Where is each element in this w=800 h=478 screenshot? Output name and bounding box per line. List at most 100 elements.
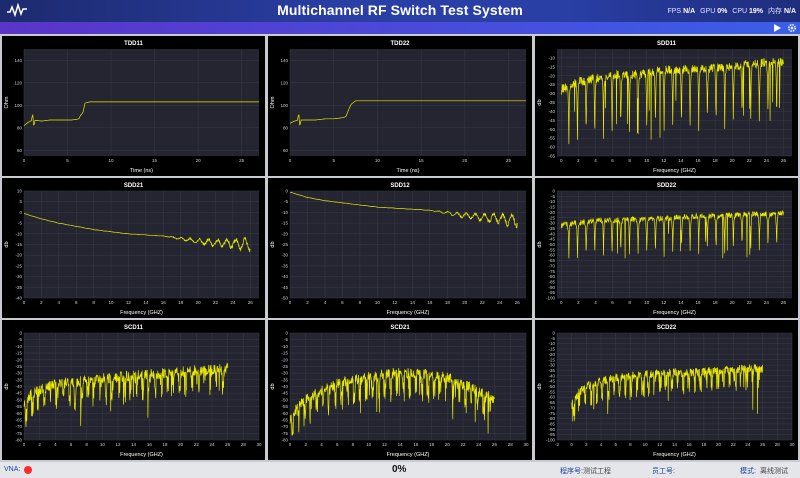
y-tick-label: 140 [14, 58, 22, 63]
y-tick-label: -5 [284, 337, 288, 342]
x-tick-label: 10 [643, 442, 649, 447]
y-tick-label: -5 [551, 336, 555, 341]
x-tick-label: 2 [577, 300, 580, 305]
y-tick-label: -80 [15, 438, 22, 443]
x-tick-label: 20 [462, 158, 468, 163]
x-tick-label: 26 [248, 300, 254, 305]
plot-area [290, 49, 526, 156]
x-tick-label: 22 [213, 300, 219, 305]
y-tick-label: -10 [548, 199, 555, 204]
y-tick-label: 0 [552, 189, 555, 194]
cpu-label: CPU [732, 8, 748, 15]
y-tick-label: -25 [548, 357, 555, 362]
y-tick-label: -100 [546, 438, 556, 443]
x-tick-label: 20 [196, 158, 202, 163]
play-icon[interactable] [772, 23, 782, 33]
y-tick-label: -20 [15, 357, 22, 362]
y-tick-label: -10 [548, 341, 555, 346]
y-tick-label: -10 [548, 55, 555, 60]
x-tick-label: 14 [678, 158, 684, 163]
fps-label: FPS [667, 8, 682, 15]
gear-icon[interactable] [787, 23, 797, 33]
x-axis-label: Time (ns) [130, 168, 153, 174]
x-tick-label: 2 [585, 442, 588, 447]
y-tick-label: -10 [281, 210, 288, 215]
chart-title: SCD21 [390, 325, 410, 331]
x-tick-label: 6 [614, 442, 617, 447]
y-tick-label: -45 [281, 391, 288, 396]
y-tick-label: -45 [15, 391, 22, 396]
x-tick-label: 16 [161, 300, 167, 305]
y-tick-label: -15 [281, 351, 288, 356]
x-axis-label: Frequency (GHZ) [653, 310, 696, 316]
x-tick-label: 18 [713, 300, 719, 305]
series-line-scd21 [289, 367, 495, 436]
chart-panel-scd11: SCD11 0 2 4 6 8 10 12 14 16 18 20 22 24 26 28 30 0 -5 -10 -1… [2, 320, 265, 460]
x-tick-label: 24 [745, 442, 751, 447]
y-tick-label: 120 [280, 80, 288, 85]
x-tick-label: 15 [419, 158, 425, 163]
x-tick-label: 0 [560, 158, 563, 163]
y-tick-label: -85 [548, 421, 555, 426]
x-tick-label: 18 [713, 158, 719, 163]
series-line-tdd22 [289, 100, 526, 126]
x-tick-label: 4 [600, 442, 603, 447]
y-axis-label: Ohm [4, 96, 10, 108]
x-tick-label: 8 [92, 300, 95, 305]
y-tick-label: -60 [15, 411, 22, 416]
series-line-sdd11 [560, 58, 784, 145]
y-tick-label: -35 [281, 377, 288, 382]
x-tick-label: 22 [194, 442, 200, 447]
gpu-value: 0% [717, 8, 728, 15]
x-tick-label: 30 [256, 442, 262, 447]
y-tick-label: -80 [281, 438, 288, 443]
chart-panel-sdd22: SDD22 0 2 4 6 8 10 12 14 16 18 20 22 24 26 0 -5 -10 -15 -20… [535, 178, 798, 318]
y-tick-label: -100 [546, 296, 556, 301]
chart-grid: TDD11 0 5 10 15 20 25 60 80 100 120 140 Time (ns) Ohm… [0, 34, 800, 462]
y-tick-label: -35 [548, 226, 555, 231]
chart-title: SDD12 [390, 183, 410, 189]
x-tick-label: 20 [730, 158, 736, 163]
series-line-sdd22 [560, 210, 784, 259]
y-tick-label: -35 [548, 100, 555, 105]
chart-tdd11: TDD11 0 5 10 15 20 25 60 80 100 120 140 Time (ns) Ohm [4, 41, 259, 174]
x-tick-label: 6 [75, 300, 78, 305]
x-tick-label: 8 [628, 158, 631, 163]
y-tick-label: -30 [15, 274, 22, 279]
serial-label: 程序号: [560, 468, 583, 475]
x-tick-label: 5 [66, 158, 69, 163]
y-tick-label: -80 [548, 274, 555, 279]
x-tick-label: 18 [701, 442, 707, 447]
x-tick-label: 26 [492, 442, 498, 447]
x-tick-label: 6 [611, 158, 614, 163]
x-axis-label: Time (ns) [396, 168, 419, 174]
x-tick-label: 10 [375, 158, 381, 163]
y-tick-label: -75 [548, 269, 555, 274]
x-tick-label: 0 [560, 300, 563, 305]
y-tick-label: -25 [548, 82, 555, 87]
x-tick-label: 10 [644, 158, 650, 163]
x-tick-label: 22 [731, 442, 737, 447]
chart-panel-sdd12: SDD12 0 2 4 6 8 10 12 14 16 18 20 22 24 26 0 -5 -10 -15 -20… [268, 178, 532, 318]
vna-status-indicator [24, 466, 32, 474]
x-tick-label: 10 [366, 442, 372, 447]
y-tick-label: -15 [548, 64, 555, 69]
y-tick-label: -95 [548, 432, 555, 437]
y-tick-label: -45 [281, 285, 288, 290]
y-tick-label: -35 [281, 263, 288, 268]
x-tick-label: 20 [178, 442, 184, 447]
y-tick-label: 80 [17, 125, 23, 130]
y-tick-label: -15 [15, 242, 22, 247]
x-tick-label: 2 [40, 300, 43, 305]
x-tick-label: 0 [289, 300, 292, 305]
x-tick-label: 16 [147, 442, 153, 447]
chart-panel-tdd11: TDD11 0 5 10 15 20 25 60 80 100 120 140 Time (ns) Ohm [2, 36, 265, 176]
x-tick-label: 24 [209, 442, 215, 447]
y-tick-label: -65 [548, 400, 555, 405]
y-tick-label: -90 [548, 427, 555, 432]
gpu-label: GPU [700, 8, 716, 15]
x-tick-label: 12 [657, 442, 663, 447]
